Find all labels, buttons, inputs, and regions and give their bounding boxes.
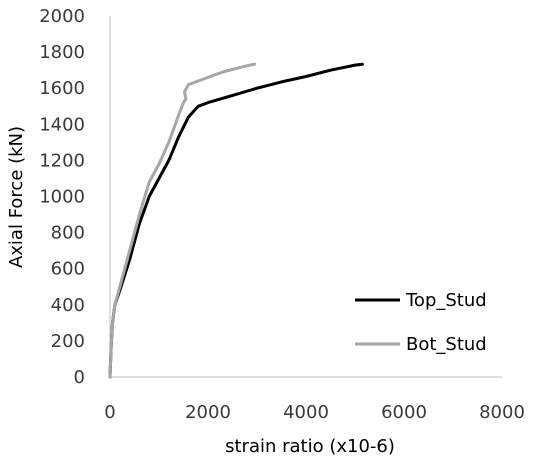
- y-axis-title: Axial Force (kN): [6, 126, 27, 268]
- x-tick-label: 0: [104, 402, 115, 423]
- x-tick-label: 6000: [381, 402, 427, 423]
- x-tick-label: 4000: [283, 402, 329, 423]
- x-tick-label: 8000: [479, 402, 525, 423]
- y-tick-labels: 0 200 400 600 800 1000 1200 1400 1600 1800 2000: [39, 6, 85, 388]
- y-tick-label: 600: [51, 259, 85, 280]
- legend: Top_Stud Bot_Stud: [355, 290, 487, 355]
- y-tick-label: 1600: [39, 78, 85, 99]
- y-tick-label: 2000: [39, 6, 85, 27]
- series-line-bot-stud: [108, 62, 257, 379]
- legend-label: Bot_Stud: [406, 334, 487, 355]
- y-tick-label: 0: [74, 367, 85, 388]
- x-tick-labels: 0 2000 4000 6000 8000: [104, 402, 525, 423]
- y-tick-label: 200: [51, 331, 85, 352]
- axes: [109, 16, 502, 378]
- y-tick-label: 1000: [39, 187, 85, 208]
- x-tick-label: 2000: [185, 402, 231, 423]
- y-tick-label: 1200: [39, 150, 85, 171]
- y-tick-label: 1400: [39, 114, 85, 135]
- y-tick-label: 400: [51, 295, 85, 316]
- series-line-top-stud: [108, 62, 364, 379]
- series-lines: [108, 62, 364, 379]
- x-axis-title: strain ratio (x10-6): [225, 436, 395, 457]
- y-tick-label: 800: [51, 223, 85, 244]
- legend-label: Top_Stud: [405, 290, 487, 311]
- y-tick-label: 1800: [39, 42, 85, 63]
